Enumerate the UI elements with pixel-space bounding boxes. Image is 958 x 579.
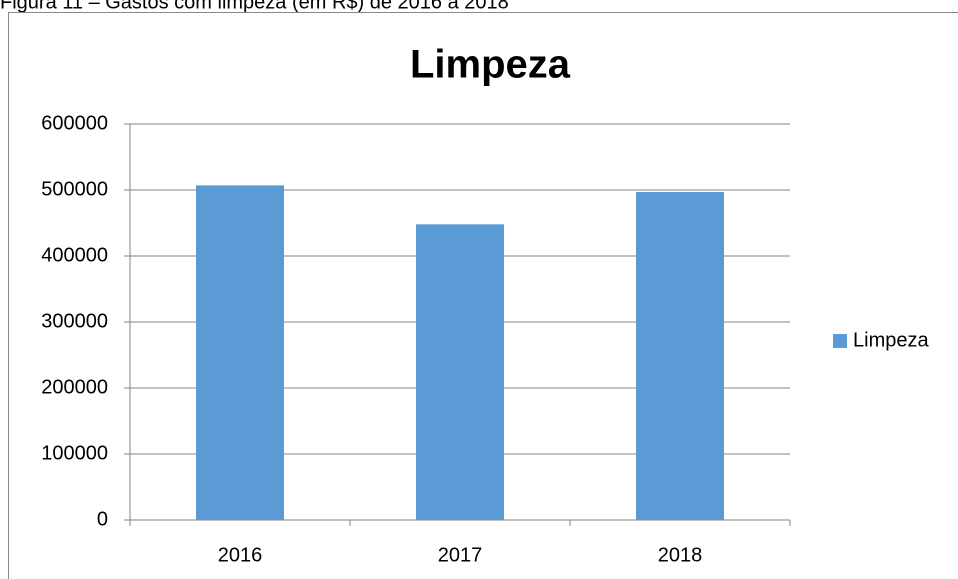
legend-label: Limpeza (853, 329, 929, 351)
bar (416, 224, 504, 520)
y-tick-label: 600000 (41, 112, 108, 134)
chart-title: Limpeza (410, 43, 571, 87)
legend-swatch (833, 334, 847, 348)
caption: Figura 11 – Gastos com limpeza (em R$) d… (0, 0, 509, 13)
bar (196, 185, 284, 520)
x-tick-label: 2016 (218, 544, 263, 566)
x-tick-label: 2018 (658, 544, 703, 566)
y-tick-label: 0 (97, 508, 108, 530)
chart-frame (8, 12, 958, 579)
x-tick-label: 2017 (438, 544, 483, 566)
y-tick-label: 200000 (41, 376, 108, 398)
y-tick-label: 300000 (41, 310, 108, 332)
y-tick-label: 500000 (41, 178, 108, 200)
bar (636, 191, 724, 521)
y-tick-label: 400000 (41, 244, 108, 266)
y-tick-label: 100000 (41, 442, 108, 464)
